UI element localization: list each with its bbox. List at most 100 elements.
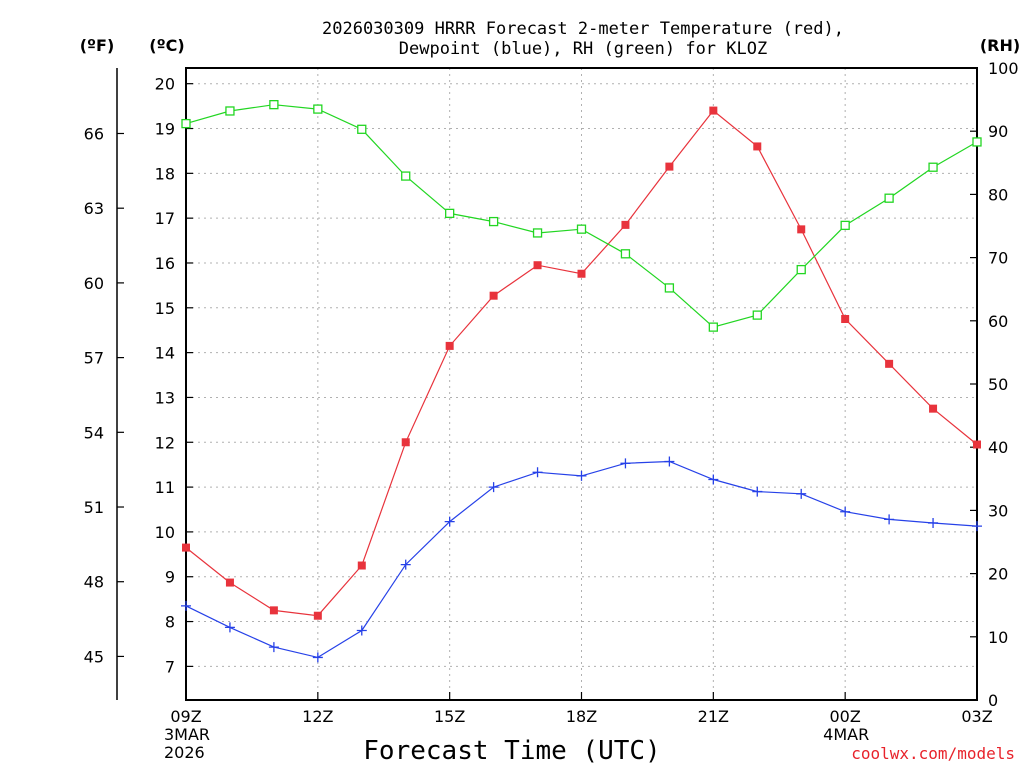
rh-point [620,249,631,259]
celsius-tick-label: 17 [155,209,175,228]
date-label: 4MAR [823,725,869,744]
rh-tick-label: 0 [988,691,998,710]
dewpoint-point [972,521,982,532]
fahrenheit-tick-label: 60 [84,274,104,293]
celsius-tick-label: 18 [155,164,175,183]
dewpoint-point [181,600,191,611]
dewpoint-point [928,517,939,528]
dewpoint-point [312,652,323,663]
rh-tick-label: 100 [988,59,1019,78]
celsius-tick-label: 15 [155,299,175,318]
rh-unit-label: (RH) [980,36,1020,55]
rh-axis: 0 10 20 30 40 50 60 70 80 90 100 [970,59,1019,710]
rh-point [796,264,806,275]
dewpoint-point [224,622,235,633]
time-tick-label: 09Z [170,707,201,726]
fahrenheit-unit-label: (ºF) [80,36,115,55]
date-label: 3MAR [164,725,210,744]
temperature-point [225,578,234,587]
rh-point [884,193,894,203]
temperature-point [665,162,674,171]
rh-point [664,283,675,293]
fahrenheit-axis: 45 48 51 54 57 60 63 66 [84,124,124,666]
temperature-point [709,106,718,115]
rh-tick-label: 30 [988,501,1008,520]
temperature-point [841,315,850,324]
temperature-point [973,440,981,449]
dewpoint-point [356,625,367,636]
temperature-point [577,269,586,278]
celsius-tick-label: 7 [165,657,175,676]
rh-point [972,137,982,147]
fahrenheit-tick-label: 66 [84,124,104,143]
rh-point [488,216,499,227]
time-tick-label: 00Z [830,707,861,726]
rh-tick-label: 90 [988,122,1008,141]
time-tick-label: 15Z [434,707,465,726]
celsius-tick-label: 10 [155,523,175,542]
fahrenheit-tick-label: 57 [84,349,104,368]
temperature-point [357,561,366,570]
grid [186,68,977,700]
rh-point [752,310,762,320]
temperature-point [929,404,938,413]
rh-tick-label: 60 [988,312,1008,331]
temperature-point [269,606,278,615]
credit-label: coolwx.com/models [851,744,1015,763]
x-axis-title: Forecast Time (UTC) [363,736,660,766]
rh-point [532,228,543,238]
fahrenheit-tick-label: 54 [84,423,104,442]
dewpoint-point [664,456,675,467]
year-label: 2026 [164,743,205,762]
temperature-point [313,611,322,620]
celsius-tick-label: 16 [155,254,175,273]
temperature-point [885,359,894,368]
rh-tick-label: 20 [988,565,1008,584]
rh-point [708,322,718,332]
chart-title-line2: Dewpoint (blue), RH (green) for KLOZ [399,39,767,59]
celsius-tick-label: 9 [165,568,175,587]
chart-title-line1: 2026030309 HRRR Forecast 2-meter Tempera… [322,19,844,39]
celsius-axis: 7 8 9 10 11 12 13 14 15 16 17 18 19 20 [155,75,193,676]
dewpoint-point [576,470,587,481]
rh-tick-label: 50 [988,375,1008,394]
fahrenheit-tick-label: 45 [84,647,104,666]
dewpoint-point [532,467,543,478]
dewpoint-line [185,460,978,659]
dewpoint-point [488,482,499,493]
temperature-point [621,220,630,229]
dewpoint-point [708,474,719,485]
fahrenheit-tick-label: 48 [84,573,104,592]
rh-point [357,124,367,134]
rh-line [185,104,978,328]
rh-point [269,100,279,110]
rh-point [445,208,455,219]
celsius-tick-label: 13 [155,388,175,407]
fahrenheit-tick-label: 51 [84,498,104,517]
rh-tick-label: 80 [988,185,1008,204]
dewpoint-point [268,642,279,653]
rh-point [928,162,938,172]
series [181,100,982,663]
temperature-point [401,438,410,447]
time-tick-label: 12Z [302,707,333,726]
rh-tick-label: 40 [988,438,1008,457]
fahrenheit-tick-label: 63 [84,199,104,218]
temperature-point [445,341,454,350]
rh-point [840,220,850,231]
rh-point [313,104,323,114]
rh-point [576,224,587,234]
rh-point [225,106,235,116]
dewpoint-point [884,514,895,525]
celsius-tick-label: 8 [165,613,175,632]
temperature-point [797,225,806,234]
rh-tick-label: 10 [988,628,1008,647]
time-tick-label: 03Z [961,707,992,726]
dewpoint-point [840,506,851,517]
dewpoint-point [796,488,807,499]
rh-tick-label: 70 [988,249,1008,268]
temperature-point [182,543,190,552]
rh-point [401,171,411,181]
